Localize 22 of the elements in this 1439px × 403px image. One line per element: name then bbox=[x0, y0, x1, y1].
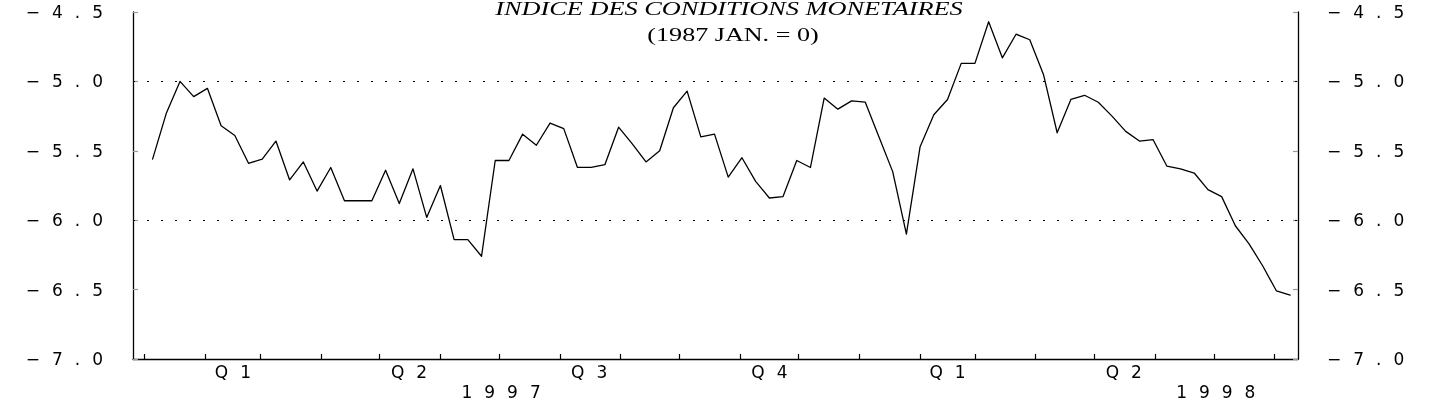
y2-tick-label: −7.0 bbox=[1327, 349, 1417, 369]
y-tick-label: −5.5 bbox=[25, 140, 115, 161]
y-tick-label: −7.0 bbox=[25, 349, 115, 369]
x-tick-label: Q3 bbox=[571, 361, 620, 382]
x-tick-label: Q4 bbox=[751, 361, 800, 382]
x-tick-label: Q1 bbox=[929, 361, 978, 382]
y2-tick-label: −4.5 bbox=[1327, 2, 1417, 22]
y2-tick-label: −6.5 bbox=[1327, 279, 1417, 300]
y2-tick-label: −6.0 bbox=[1327, 210, 1417, 231]
y-tick-label: −6.5 bbox=[25, 279, 115, 300]
y-tick-label: −6.0 bbox=[25, 210, 115, 231]
y-tick-label: −5.0 bbox=[25, 71, 115, 92]
y2-tick-label: −5.0 bbox=[1327, 71, 1417, 92]
y-tick-label: −4.5 bbox=[25, 2, 115, 22]
x-tick-label: Q2 bbox=[1105, 361, 1154, 382]
x2-tick-label: 1997 bbox=[461, 381, 553, 402]
chart-title: INDICE DES CONDITIONS MONETAIRES bbox=[495, 0, 963, 19]
x-tick-label: Q1 bbox=[214, 361, 263, 382]
x-tick-label: Q2 bbox=[390, 361, 440, 382]
y2-tick-label: −5.5 bbox=[1327, 140, 1417, 161]
text: (1987 JAN. = 0) bbox=[647, 25, 819, 45]
x2-tick-label: 1998 bbox=[1176, 381, 1268, 402]
